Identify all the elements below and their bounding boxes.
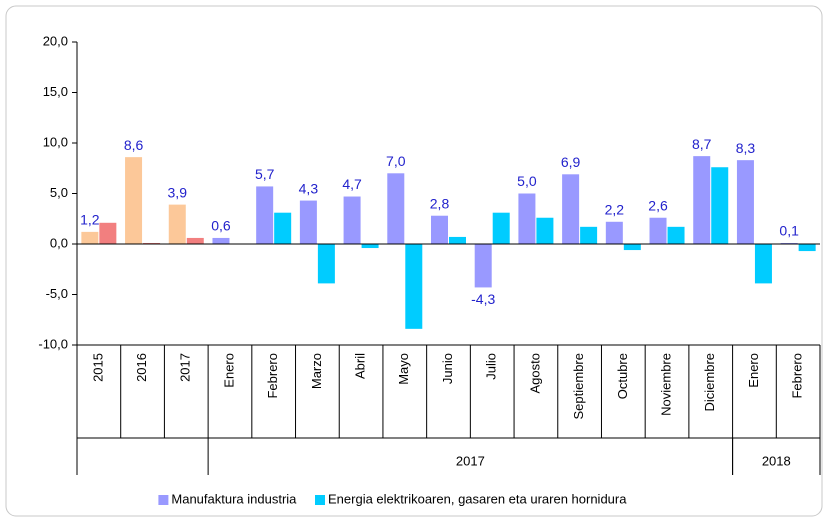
x-tick-group: Junio bbox=[440, 353, 455, 384]
y-tick-label: 5,0 bbox=[50, 185, 68, 200]
data-label: 5,7 bbox=[255, 166, 275, 182]
x-tick-label: 2017 bbox=[178, 353, 193, 382]
bar bbox=[431, 215, 448, 244]
legend-label: Manufaktura industria bbox=[171, 491, 297, 506]
y-tick-label: 10,0 bbox=[43, 134, 68, 149]
bar bbox=[736, 160, 754, 244]
x-tick-group: Agosto bbox=[527, 353, 542, 393]
x-tick-group: Septiembre bbox=[571, 353, 586, 419]
bar bbox=[667, 226, 685, 244]
x-tick-group: 2017 bbox=[178, 353, 193, 382]
bar bbox=[317, 244, 335, 284]
bar bbox=[299, 200, 317, 244]
x-tick-label: Marzo bbox=[309, 353, 324, 389]
y-tick-label: 20,0 bbox=[43, 33, 68, 48]
y-tick-label: -10,0 bbox=[38, 336, 68, 351]
bar bbox=[168, 204, 186, 244]
data-label: 0,6 bbox=[211, 218, 231, 234]
bar bbox=[387, 173, 405, 244]
data-label: 5,0 bbox=[517, 173, 537, 189]
data-label: 1,2 bbox=[80, 212, 100, 228]
data-label: 4,3 bbox=[299, 180, 319, 196]
x-tick-group: 2016 bbox=[134, 353, 149, 382]
data-label: 2,8 bbox=[430, 195, 450, 211]
x-tick-group: Febrero bbox=[265, 353, 280, 399]
bar bbox=[405, 244, 423, 329]
bar bbox=[780, 242, 798, 244]
bar bbox=[623, 244, 641, 251]
x-tick-label: Agosto bbox=[527, 353, 542, 393]
x-tick-group: Octubre bbox=[615, 353, 630, 399]
x-tick-label: Octubre bbox=[615, 353, 630, 399]
bar bbox=[536, 217, 554, 244]
bar bbox=[798, 244, 816, 252]
x-tick-label: Noviembre bbox=[658, 353, 673, 416]
bar bbox=[649, 217, 667, 244]
x-tick-group: Diciembre bbox=[702, 353, 717, 412]
data-label: 4,7 bbox=[342, 176, 362, 192]
bar bbox=[274, 212, 292, 244]
bar bbox=[518, 193, 536, 244]
x-tick-group: Noviembre bbox=[658, 353, 673, 416]
data-label: 0,1 bbox=[779, 223, 799, 239]
bar bbox=[81, 231, 99, 244]
x-tick-label: 2015 bbox=[90, 353, 105, 382]
data-label: 3,9 bbox=[168, 184, 188, 200]
data-label: 2,6 bbox=[648, 197, 668, 213]
x-tick-group: Marzo bbox=[309, 353, 324, 389]
x-tick-label: Febrero bbox=[265, 353, 280, 399]
x-tick-label: Febrero bbox=[790, 353, 805, 399]
bar bbox=[562, 174, 580, 244]
data-label: 2,2 bbox=[605, 201, 625, 217]
y-tick-label: -5,0 bbox=[46, 286, 68, 301]
legend-label: Energia elektrikoaren, gasaren eta urare… bbox=[328, 491, 627, 506]
data-label: 6,9 bbox=[561, 154, 581, 170]
x-tick-group: Febrero bbox=[790, 353, 805, 399]
data-label: -4,3 bbox=[471, 291, 495, 307]
bar bbox=[754, 244, 772, 284]
data-label: 8,3 bbox=[736, 140, 756, 156]
x-tick-group: Abril bbox=[353, 353, 368, 379]
bar bbox=[212, 237, 230, 244]
x-tick-label: Enero bbox=[746, 353, 761, 388]
x-tick-group: Mayo bbox=[396, 353, 411, 385]
legend-swatch bbox=[315, 495, 325, 505]
x-tick-label: Abril bbox=[353, 353, 368, 379]
bar bbox=[125, 157, 143, 244]
legend-swatch bbox=[158, 495, 169, 505]
bar bbox=[580, 226, 598, 244]
data-label: 8,7 bbox=[692, 136, 712, 152]
data-label: 8,6 bbox=[124, 137, 144, 153]
bar bbox=[343, 196, 361, 244]
x-tick-group: 2015 bbox=[90, 353, 105, 382]
bar bbox=[693, 156, 711, 244]
bar bbox=[474, 244, 492, 288]
y-tick-label: 0,0 bbox=[50, 235, 68, 250]
group-label: 2017 bbox=[456, 453, 485, 468]
bar bbox=[256, 186, 274, 244]
x-tick-group: Enero bbox=[221, 353, 236, 388]
x-tick-label: Junio bbox=[440, 353, 455, 384]
x-tick-label: Enero bbox=[221, 353, 236, 388]
bar bbox=[99, 222, 117, 244]
data-label: 7,0 bbox=[386, 153, 406, 169]
bar bbox=[186, 237, 204, 244]
x-tick-label: Septiembre bbox=[571, 353, 586, 419]
x-tick-label: Mayo bbox=[396, 353, 411, 385]
bar bbox=[143, 242, 161, 244]
x-tick-label: 2016 bbox=[134, 353, 149, 382]
bar bbox=[361, 244, 379, 249]
x-tick-group: Julio bbox=[484, 353, 499, 380]
x-tick-label: Diciembre bbox=[702, 353, 717, 412]
x-tick-label: Julio bbox=[484, 353, 499, 380]
bar bbox=[711, 167, 729, 244]
bar bbox=[605, 221, 623, 244]
y-tick-label: 15,0 bbox=[43, 84, 68, 99]
bar bbox=[449, 236, 466, 244]
x-tick-group: Enero bbox=[746, 353, 761, 388]
bar bbox=[492, 212, 510, 244]
group-label: 2018 bbox=[762, 453, 791, 468]
